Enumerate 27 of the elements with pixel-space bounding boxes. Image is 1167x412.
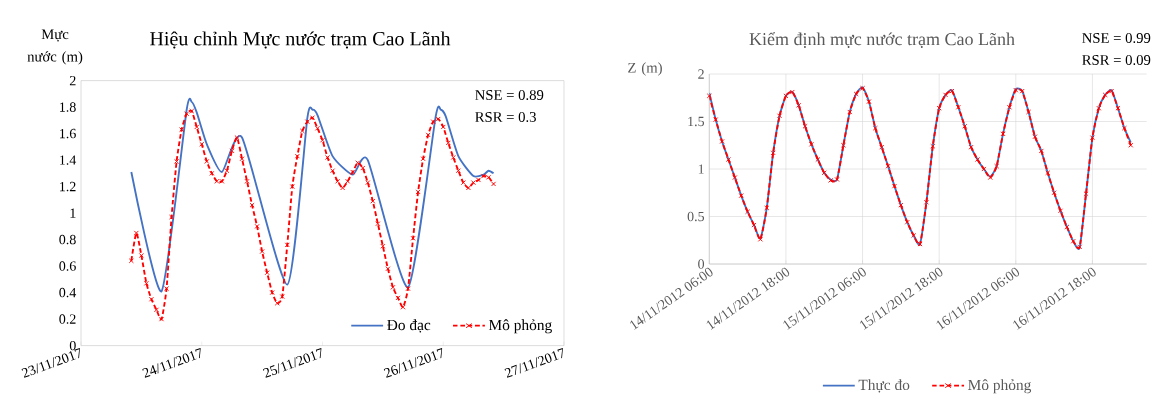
y-tick-label: 1.4	[60, 155, 77, 165]
y-tick-label: 1.2	[60, 181, 76, 192]
y-tick-label: 0.5	[687, 211, 705, 222]
y-tick-label: 1	[70, 208, 76, 218]
y-axis-title: Mực nước (m)	[27, 29, 83, 65]
legend-label: Thực đo	[858, 379, 910, 393]
y-tick-label: 0.8	[59, 234, 76, 245]
y-tick-label: 0.6	[59, 261, 76, 271]
legend-label: Mô phỏng	[968, 379, 1032, 394]
text: NSE = 0.99	[1082, 33, 1151, 43]
y-tick-label: 1.5	[688, 116, 705, 127]
legend-label: Đo đạc	[387, 319, 431, 333]
y-tick-label: 0.4	[59, 287, 77, 298]
y-tick-label: 0	[698, 259, 705, 269]
legend-label: Mô phỏng	[488, 319, 552, 334]
y-axis-title: Z (m)	[628, 62, 662, 76]
y-tick-label: 0.2	[59, 314, 76, 324]
y-tick-label: 2	[698, 69, 704, 79]
text: RSR = 0.09	[1082, 55, 1151, 65]
y-tick-label: 1.8	[60, 102, 76, 112]
annotation: NSE = 0.89	[475, 90, 544, 100]
y-tick-label: 1.6	[60, 128, 76, 139]
y-tick-label: 1	[698, 164, 704, 174]
chart-title: Kiểm định mực nước trạm Cao Lãnh	[749, 31, 1015, 49]
y-tick-label: 2	[69, 75, 76, 86]
chart-title: Hiệu chỉnh Mực nước trạm Cao Lãnh	[150, 31, 451, 49]
annotation: RSR = 0.3	[475, 112, 536, 122]
